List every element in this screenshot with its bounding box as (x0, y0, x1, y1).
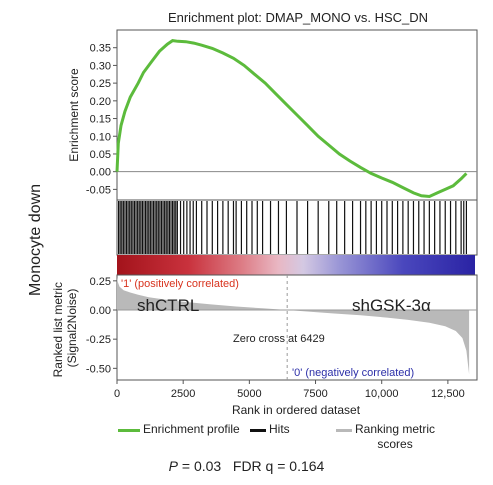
negative-correlation-label: '0' (negatively correlated) (292, 367, 414, 379)
side-label: Monocyte down (27, 184, 44, 296)
es-y-tick-label: 0.10 (90, 131, 111, 143)
es-y-tick-label: -0.05 (86, 184, 111, 196)
ranked-list-heatbar (117, 255, 475, 275)
left-group-label: shCTRL (137, 296, 199, 315)
es-y-tick-label: 0.00 (90, 167, 111, 179)
ranked-metric-y-tick-label: 0.25 (90, 276, 111, 288)
x-tick-label: 7500 (303, 388, 327, 400)
es-y-axis-label: Enrichment score (67, 68, 81, 162)
legend-label-ranking-metric: Ranking metric scores (355, 422, 436, 451)
legend-swatch-hits (250, 429, 266, 432)
enrichment-score-panel: 0.35 0.30 0.25 0.20 0.15 0.10 0.05 0.00 -0.05 En… (67, 29, 478, 201)
legend-swatch-ranking-metric (336, 429, 352, 432)
ranked-metric-y-label-line-1: Ranked list metric (51, 282, 65, 377)
p-value-and-fdr: = 0.03 FDR q = 0.164 (178, 458, 325, 474)
x-tick-label: 5000 (237, 388, 261, 400)
legend-item-enrichment-profile: Enrichment profile (118, 422, 240, 437)
positive-correlation-label: '1' (positively correlated) (121, 278, 239, 290)
es-y-tick-label: 0.25 (90, 78, 111, 90)
ranked-metric-y-axis: 0.25 0.00 -0.25 -0.50 (86, 276, 117, 375)
x-axis: 0 2500 5000 7500 10,000 12,500 (114, 380, 465, 400)
chart-title: Enrichment plot: DMAP_MONO vs. HSC_DN (168, 10, 428, 25)
x-axis-label: Rank in ordered dataset (232, 403, 361, 417)
x-tick-label: 10,000 (365, 388, 399, 400)
ranked-metric-panel: 0.25 0.00 -0.25 -0.50 '1' (positively corre… (51, 274, 478, 381)
legend-label-hits: Hits (269, 422, 290, 436)
es-y-tick-label: 0.20 (90, 96, 111, 108)
legend-item-hits: Hits (250, 422, 290, 437)
hit-marks (117, 201, 468, 254)
es-y-axis: 0.35 0.30 0.25 0.20 0.15 0.10 0.05 0.00 -0.05 (86, 43, 117, 196)
ranked-metric-y-label-line-2: (Signal2Noise) (65, 289, 79, 368)
ranking-metric-area (117, 277, 470, 375)
p-value-symbol: P (168, 458, 179, 474)
es-y-tick-label: 0.35 (90, 43, 111, 55)
legend-item-ranking-metric: Ranking metric scores (336, 422, 435, 452)
ranked-metric-frame (116, 274, 478, 381)
legend: Enrichment profile Hits Ranking metric sc… (110, 422, 490, 456)
hits-panel (116, 199, 478, 256)
ranked-metric-y-axis-label: Ranked list metric (Signal2Noise) (51, 279, 79, 378)
es-y-tick-label: 0.05 (90, 149, 111, 161)
right-group-label: shGSK-3α (352, 296, 431, 315)
x-tick-label: 2500 (171, 388, 195, 400)
ranked-metric-y-tick-label: -0.25 (86, 334, 111, 346)
es-y-tick-label: 0.30 (90, 60, 111, 72)
x-tick-label: 12,500 (431, 388, 465, 400)
zero-cross-label: Zero cross at 6429 (233, 333, 325, 345)
x-tick-label: 0 (114, 388, 120, 400)
ranked-metric-y-tick-label: 0.00 (90, 305, 111, 317)
legend-label-enrichment-profile: Enrichment profile (143, 422, 240, 436)
statistics-line: P = 0.03 FDR q = 0.164 (0, 458, 493, 474)
es-y-tick-label: 0.15 (90, 114, 111, 126)
legend-swatch-enrichment-profile (118, 429, 140, 432)
ranked-metric-y-tick-label: -0.50 (86, 363, 111, 375)
enrichment-profile-line (115, 39, 468, 199)
